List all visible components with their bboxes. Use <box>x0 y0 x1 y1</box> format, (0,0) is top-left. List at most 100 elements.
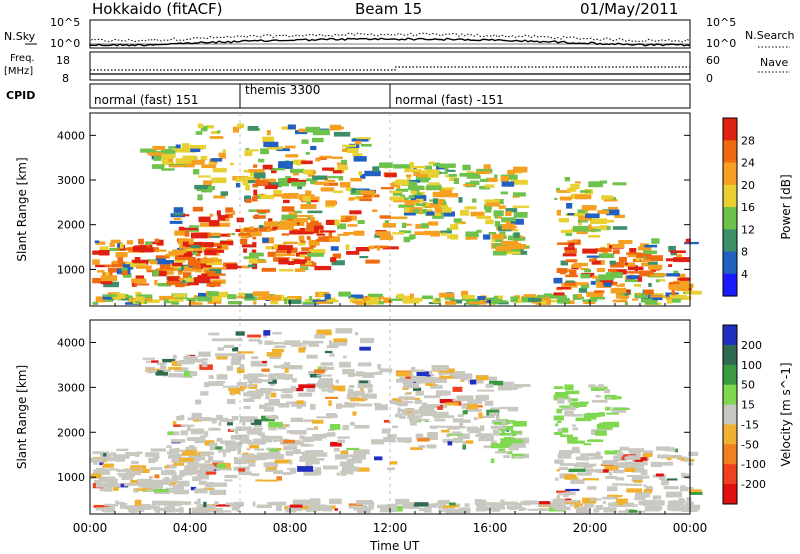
heatmap-cell <box>163 369 171 373</box>
heatmap-cell <box>402 387 409 390</box>
heatmap-cell <box>383 297 391 303</box>
heatmap-cell <box>635 256 640 262</box>
heatmap-cell <box>348 294 364 299</box>
heatmap-cell <box>552 498 564 503</box>
heatmap-cell <box>432 198 438 204</box>
heatmap-cell <box>252 242 257 245</box>
heatmap-cell <box>566 203 573 209</box>
heatmap-cell <box>236 382 248 386</box>
heatmap-cell <box>236 367 245 374</box>
heatmap-cell <box>390 216 408 220</box>
heatmap-cell <box>292 172 299 176</box>
heatmap-cell <box>220 240 234 246</box>
heatmap-cell <box>430 231 440 237</box>
heatmap-cell <box>531 301 539 304</box>
heatmap-cell <box>219 417 228 422</box>
heatmap-cell <box>599 422 603 425</box>
heatmap-cell <box>580 282 590 289</box>
heatmap-cell <box>92 259 100 265</box>
heatmap-cell <box>343 454 361 458</box>
heatmap-cell <box>553 394 565 401</box>
power-heatmap-cells <box>92 123 702 306</box>
heatmap-cell <box>404 392 410 396</box>
heatmap-cell <box>199 470 203 475</box>
heatmap-cell <box>494 220 501 227</box>
heatmap-cell <box>272 332 282 335</box>
heatmap-cell <box>230 503 239 508</box>
heatmap-cell <box>265 468 277 472</box>
heatmap-cell <box>228 387 244 391</box>
heatmap-cell <box>159 153 174 159</box>
heatmap-cell <box>245 148 250 151</box>
heatmap-cell <box>304 298 320 302</box>
heatmap-cell <box>568 414 583 417</box>
heatmap-cell <box>605 406 611 411</box>
heatmap-cell <box>634 492 649 498</box>
heatmap-cell <box>342 148 349 152</box>
heatmap-cell <box>602 279 613 285</box>
heatmap-cell <box>410 419 417 426</box>
heatmap-cell <box>203 242 214 248</box>
heatmap-cell <box>389 298 403 301</box>
heatmap-cell <box>233 460 248 465</box>
heatmap-cell <box>393 164 410 169</box>
heatmap-cell <box>359 346 371 351</box>
heatmap-cell <box>329 424 341 430</box>
heatmap-cell <box>403 411 412 416</box>
heatmap-cell <box>283 241 298 245</box>
heatmap-cell <box>168 366 182 370</box>
heatmap-cell <box>561 405 576 411</box>
heatmap-cell <box>306 200 311 205</box>
heatmap-cell <box>340 219 348 222</box>
x-tick-label: 20:00 <box>573 521 608 535</box>
heatmap-cell <box>190 259 207 266</box>
heatmap-cell <box>252 501 256 507</box>
heatmap-cell <box>150 467 163 470</box>
heatmap-cell <box>161 168 175 171</box>
heatmap-cell <box>200 504 216 510</box>
heatmap-cell <box>194 488 208 494</box>
heatmap-cell <box>337 233 350 236</box>
heatmap-cell <box>300 443 310 447</box>
heatmap-cell <box>328 297 336 301</box>
heatmap-cell <box>145 369 158 373</box>
heatmap-cell <box>92 277 103 284</box>
heatmap-cell <box>284 362 291 368</box>
heatmap-cell <box>181 283 190 287</box>
heatmap-cell <box>103 281 119 288</box>
heatmap-cell <box>314 181 330 185</box>
heatmap-cell <box>428 161 435 165</box>
heatmap-cell <box>374 371 383 375</box>
heatmap-cell <box>564 177 570 182</box>
heatmap-cell <box>618 510 634 513</box>
heatmap-cell <box>597 469 609 473</box>
heatmap-cell <box>247 379 261 383</box>
heatmap-cell <box>674 448 678 453</box>
heatmap-cell <box>182 241 189 247</box>
heatmap-cell <box>391 508 397 512</box>
heatmap-cell <box>214 222 230 227</box>
heatmap-cell <box>216 437 223 442</box>
heatmap-cell <box>224 474 238 479</box>
heatmap-cell <box>240 385 248 389</box>
heatmap-cell <box>332 170 342 174</box>
heatmap-cell <box>99 485 105 492</box>
heatmap-cell <box>446 433 450 438</box>
colorbar-swatch <box>723 424 737 445</box>
heatmap-cell <box>439 415 454 419</box>
heatmap-cell <box>104 503 119 507</box>
heatmap-cell <box>278 163 293 169</box>
heatmap-cell <box>462 441 466 447</box>
heatmap-cell <box>634 293 649 299</box>
heatmap-cell <box>240 235 250 239</box>
heatmap-cell <box>661 479 669 486</box>
heatmap-cell <box>425 383 436 386</box>
heatmap-cell <box>274 253 284 257</box>
heatmap-cell <box>335 379 339 384</box>
heatmap-cell <box>586 416 597 420</box>
heatmap-cell <box>306 196 320 202</box>
heatmap-cell <box>121 474 133 481</box>
heatmap-cell <box>611 483 628 486</box>
heatmap-cell <box>218 421 222 426</box>
heatmap-cell <box>358 296 366 302</box>
